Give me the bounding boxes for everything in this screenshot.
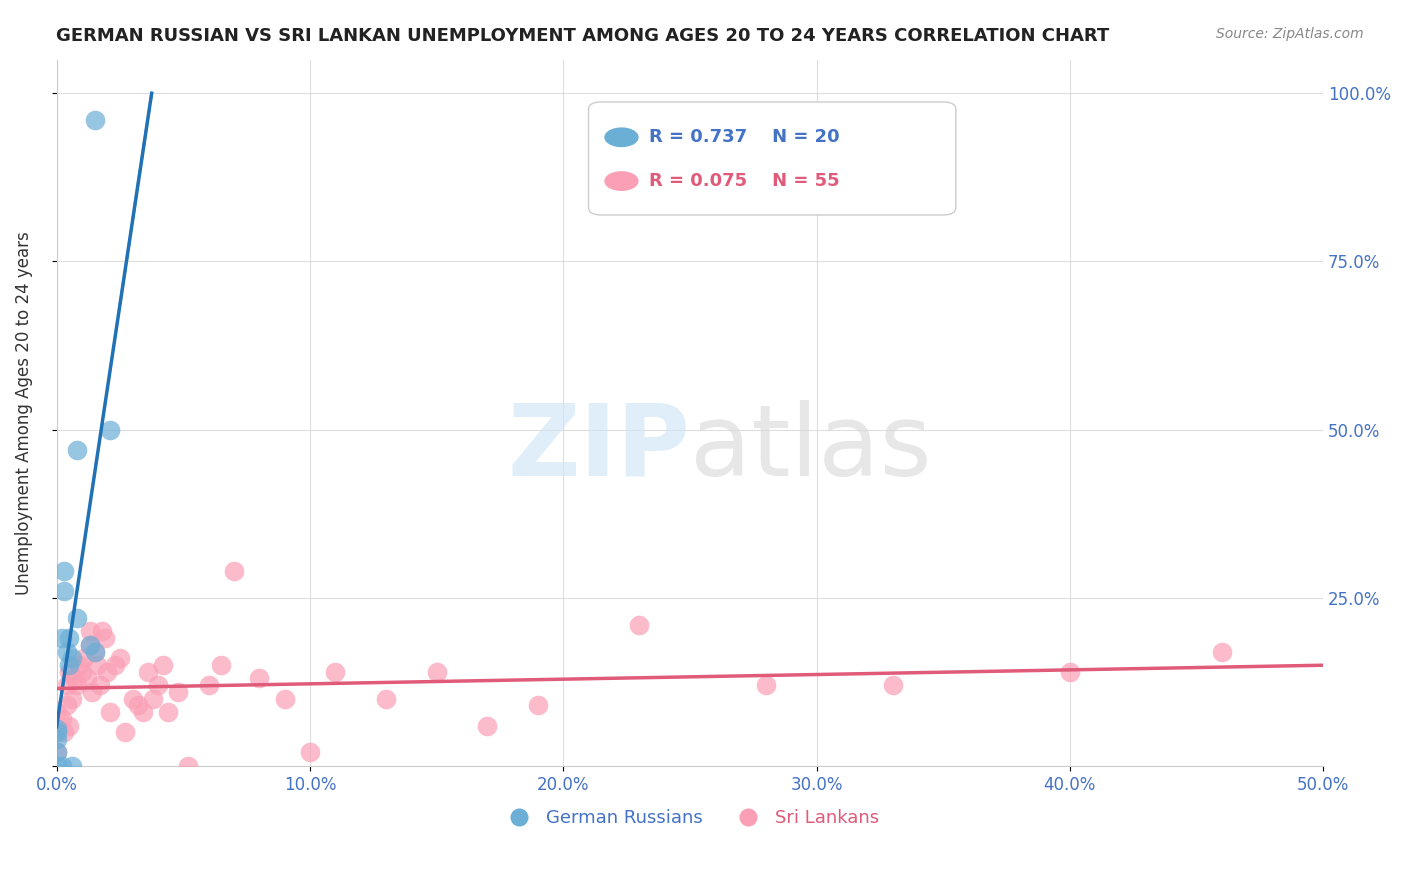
Point [70,665,93,679]
Point [273,691,295,706]
Point [167,685,190,699]
Point [83,113,105,128]
Point [79,638,101,652]
Point [628,617,651,632]
Point [177,759,200,773]
Point [45,746,67,760]
Point [63,672,86,686]
Point [882,678,904,692]
Point [755,678,778,692]
Point [73,651,96,665]
Point [98,705,121,719]
Point [51,712,73,726]
Point [53,725,76,739]
Point [1059,665,1081,679]
Point [58,657,80,672]
Point [121,691,143,706]
Point [142,691,165,706]
Point [152,657,174,672]
Point [58,631,80,645]
Point [53,584,76,599]
Circle shape [605,172,638,190]
Point [51,631,73,645]
Text: GERMAN RUSSIAN VS SRI LANKAN UNEMPLOYMENT AMONG AGES 20 TO 24 YEARS CORRELATION : GERMAN RUSSIAN VS SRI LANKAN UNEMPLOYMEN… [56,27,1109,45]
Point [197,678,219,692]
Point [222,564,245,578]
Point [45,731,67,746]
Point [45,705,67,719]
Point [66,442,89,457]
Point [127,698,149,713]
Point [55,698,77,713]
Point [132,705,155,719]
Point [45,725,67,739]
Point [114,725,136,739]
Point [66,611,89,625]
Text: R = 0.737    N = 20: R = 0.737 N = 20 [650,128,839,146]
Point [45,725,67,739]
Point [374,691,396,706]
Point [157,705,180,719]
FancyBboxPatch shape [589,102,956,215]
Point [55,678,77,692]
Point [60,651,83,665]
Point [79,624,101,639]
Point [108,651,131,665]
Point [98,423,121,437]
Y-axis label: Unemployment Among Ages 20 to 24 years: Unemployment Among Ages 20 to 24 years [15,231,32,595]
Text: atlas: atlas [690,400,932,497]
Point [136,665,159,679]
Point [76,672,98,686]
Point [83,644,105,658]
Point [80,685,103,699]
Point [323,665,346,679]
Point [91,624,114,639]
Point [83,644,105,658]
Point [53,564,76,578]
Point [86,657,108,672]
Point [60,691,83,706]
Point [45,746,67,760]
Point [527,698,550,713]
Point [146,678,169,692]
Point [55,644,77,658]
Point [89,678,111,692]
Text: Source: ZipAtlas.com: Source: ZipAtlas.com [1216,27,1364,41]
Point [209,657,232,672]
Point [45,722,67,736]
Point [51,759,73,773]
Circle shape [605,128,638,146]
Point [45,759,67,773]
Point [298,746,321,760]
Point [477,718,499,732]
Point [247,672,270,686]
Point [60,759,83,773]
Text: R = 0.075    N = 55: R = 0.075 N = 55 [650,172,839,190]
Point [104,657,127,672]
Point [67,657,90,672]
Text: ZIP: ZIP [508,400,690,497]
Point [96,665,118,679]
Point [93,631,115,645]
Point [58,665,80,679]
Legend: German Russians, Sri Lankans: German Russians, Sri Lankans [494,802,886,835]
Point [1211,644,1233,658]
Point [66,678,89,692]
Point [79,638,101,652]
Point [426,665,449,679]
Point [58,718,80,732]
